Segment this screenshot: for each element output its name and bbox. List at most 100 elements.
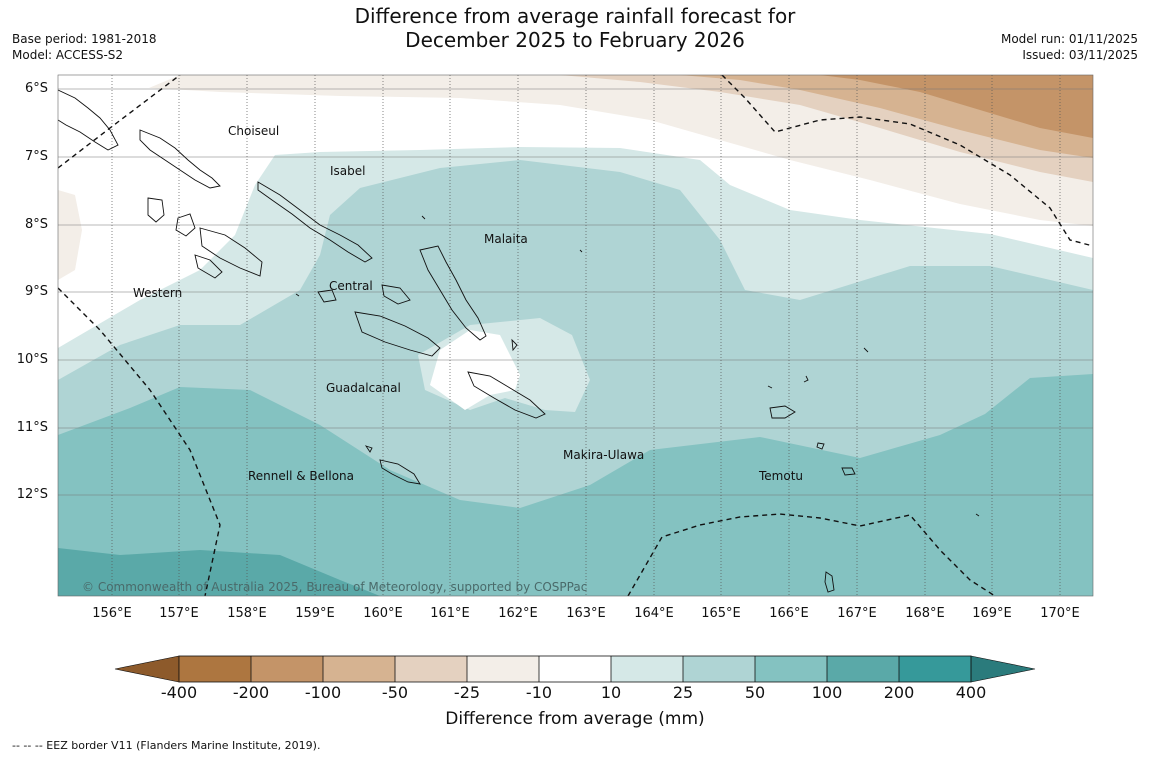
colorbar-segment [899, 656, 971, 682]
colorbar-dividers [250, 656, 900, 682]
colorbar-tick: 25 [672, 683, 694, 702]
title-line-2: December 2025 to February 2026 [405, 28, 745, 52]
colorbar-title: Difference from average (mm) [445, 709, 705, 729]
eez-segment-nw [58, 75, 181, 169]
colorbar-tick: 10 [600, 683, 622, 702]
nendo-island [769, 405, 796, 419]
region-label-temotu: Temotu [759, 469, 804, 483]
graticule [58, 88, 1093, 496]
colorbar-segment [395, 656, 467, 682]
eez-border [58, 75, 1093, 596]
model-run: Model run: 01/11/2025 [1000, 32, 1138, 46]
map-frame [57, 74, 1094, 597]
colorbar-segment [539, 656, 611, 682]
colorbar-segment [827, 656, 899, 682]
lon-label-159e: 159°E [295, 606, 335, 621]
bellona-island [364, 445, 373, 453]
rennell-island [379, 459, 421, 485]
region-label-rennell-bellona: Rennell & Bellona [248, 469, 355, 483]
eez-segment-sw [58, 287, 221, 596]
contour-neutral-c [58, 75, 180, 110]
title-line-1: Difference from average rainfall forecas… [354, 4, 796, 28]
lat-label-8s: 8°S [24, 217, 48, 232]
region-label-guadalcanal: Guadalcanal [326, 381, 401, 395]
colorbar-segment [611, 656, 683, 682]
map-title: Difference from average rainfall forecas… [0, 4, 1150, 52]
lat-label-12s: 12°S [16, 487, 48, 502]
contour-neutral-b [430, 330, 520, 410]
new-georgia [199, 227, 263, 277]
islet-c [579, 249, 583, 253]
lat-label-11s: 11°S [16, 420, 48, 435]
duff-islands [803, 375, 809, 383]
region-label-central: Central [329, 279, 373, 293]
vanuatu-north-island [824, 571, 835, 593]
colorbar [114, 655, 1036, 683]
islet-e [767, 385, 773, 389]
issued-date: Issued: 03/11/2025 [1022, 48, 1138, 62]
lon-label-160e: 160°E [363, 606, 403, 621]
lon-label-161e: 161°E [430, 606, 470, 621]
colorbar-tick: -50 [381, 683, 409, 702]
colorbar-tick: -200 [232, 683, 270, 702]
colorbar-segment [683, 656, 755, 682]
lon-label-170e: 170°E [1040, 606, 1080, 621]
base-period: Base period: 1981-2018 [12, 32, 157, 46]
savo-island [317, 289, 337, 303]
colorbar-tick: -100 [304, 683, 342, 702]
lon-label-168e: 168°E [905, 606, 945, 621]
islet-f [295, 293, 300, 297]
lon-label-167e: 167°E [837, 606, 877, 621]
lon-label-169e: 169°E [972, 606, 1012, 621]
lon-label-162e: 162°E [498, 606, 538, 621]
colorbar-extend-high [970, 655, 1036, 683]
colorbar-tick: -400 [160, 683, 198, 702]
lat-label-7s: 7°S [24, 149, 48, 164]
lon-label-165e: 165°E [701, 606, 741, 621]
guadalcanal-island [354, 311, 441, 357]
map-layers [58, 75, 1093, 596]
colorbar-tick: 100 [811, 683, 843, 702]
makira-island [467, 371, 546, 419]
lon-label-156e: 156°E [92, 606, 132, 621]
eez-footnote: -- -- -- EEZ border V11 (Flanders Marine… [12, 739, 321, 752]
malaita-island [419, 245, 487, 341]
lat-label-6s: 6°S [24, 81, 48, 96]
region-label-makira-ulawa: Makira-Ulawa [563, 448, 645, 462]
bougainville [58, 89, 119, 151]
region-label-choiseul: Choiseul [228, 124, 280, 138]
colorbar-segment [323, 656, 395, 682]
ulawa-island [511, 338, 518, 352]
colorbar-tick: 400 [955, 683, 987, 702]
run-info: Model run: 01/11/2025 Issued: 03/11/2025 [1001, 31, 1138, 63]
colorbar-segment [179, 656, 251, 682]
contour-100-200 [58, 548, 380, 596]
santa-isabel-island [257, 181, 373, 263]
choiseul-island [139, 129, 221, 189]
kolombangara [175, 213, 196, 237]
reef-islet-a [863, 347, 869, 353]
colorbar-tick: -10 [525, 683, 553, 702]
coastlines [58, 89, 980, 593]
lat-label-10s: 10°S [16, 352, 48, 367]
lon-label-157e: 157°E [159, 606, 199, 621]
eez-segment-se [627, 513, 996, 596]
colorbar-extend-low [114, 655, 180, 683]
region-label-malaita: Malaita [484, 232, 528, 246]
region-label-western: Western [133, 286, 183, 300]
contour-west-patch [58, 190, 82, 280]
model-info: Base period: 1981-2018 Model: ACCESS-S2 [12, 31, 157, 63]
islet-b [421, 215, 426, 220]
lon-label-164e: 164°E [634, 606, 674, 621]
lon-label-163e: 163°E [566, 606, 606, 621]
colorbar-segment [251, 656, 323, 682]
vella-lavella [147, 197, 165, 223]
colorbar-segment [467, 656, 539, 682]
model-name: Model: ACCESS-S2 [12, 48, 124, 62]
vanikoro-island [816, 442, 825, 450]
lat-label-9s: 9°S [24, 284, 48, 299]
lon-label-166e: 166°E [769, 606, 809, 621]
colorbar-tick: 50 [744, 683, 766, 702]
rendova [194, 254, 223, 279]
